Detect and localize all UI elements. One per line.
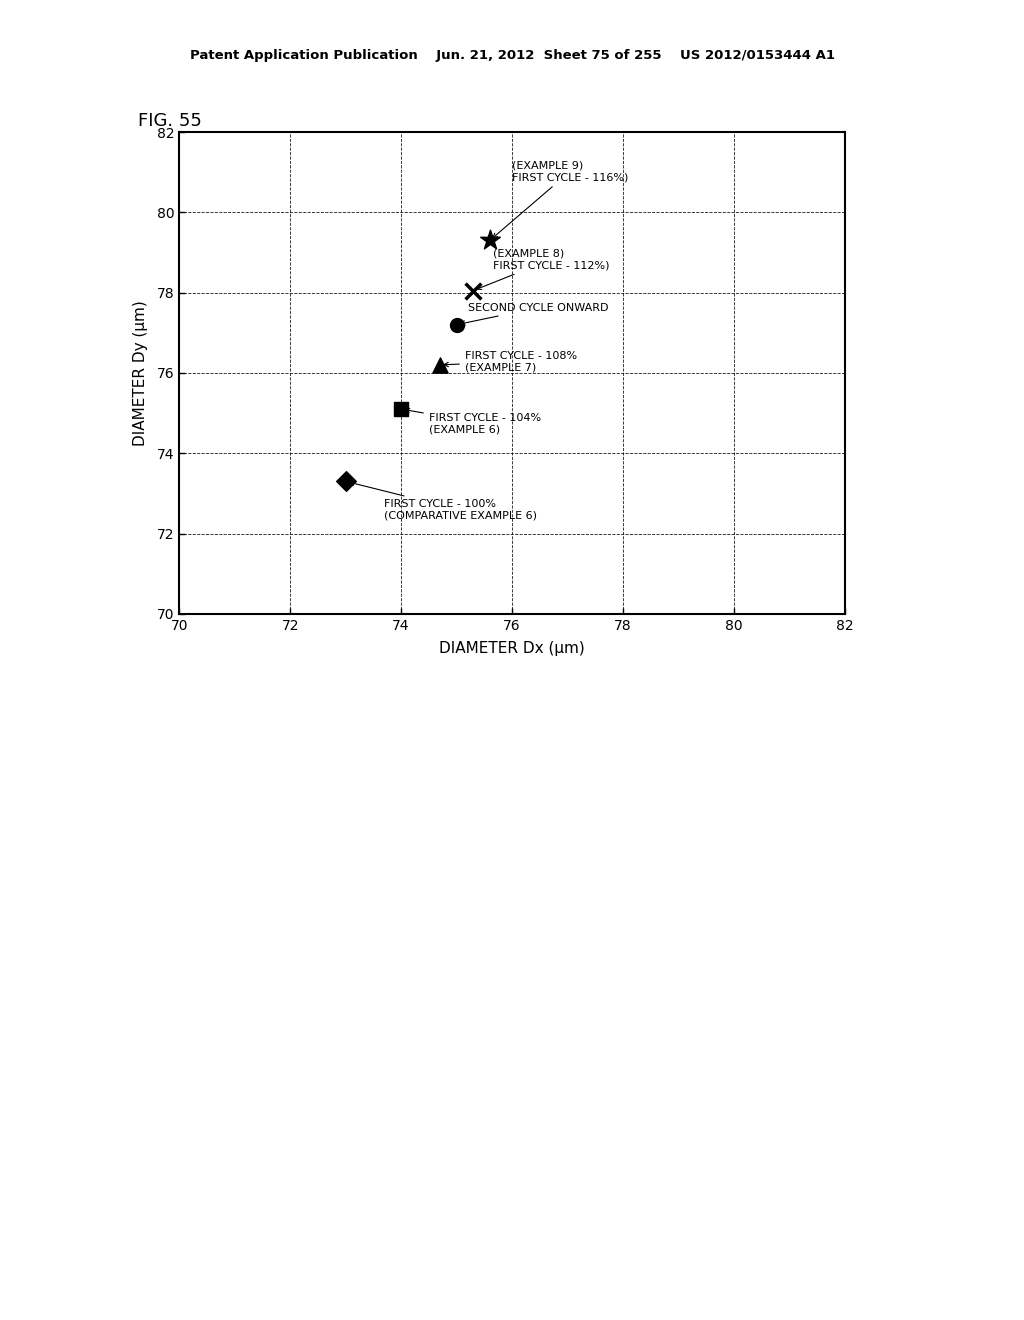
Y-axis label: DIAMETER Dy (μm): DIAMETER Dy (μm)	[133, 300, 148, 446]
Text: FIRST CYCLE - 104%
(EXAMPLE 6): FIRST CYCLE - 104% (EXAMPLE 6)	[406, 408, 541, 434]
Text: (EXAMPLE 8)
FIRST CYCLE - 112%): (EXAMPLE 8) FIRST CYCLE - 112%)	[477, 249, 609, 289]
Point	[393, 399, 410, 420]
Point	[481, 230, 498, 251]
Text: Patent Application Publication    Jun. 21, 2012  Sheet 75 of 255    US 2012/0153: Patent Application Publication Jun. 21, …	[189, 49, 835, 62]
Point	[337, 471, 353, 492]
Text: (EXAMPLE 9)
FIRST CYCLE - 116%): (EXAMPLE 9) FIRST CYCLE - 116%)	[493, 161, 629, 238]
Text: FIRST CYCLE - 100%
(COMPARATIVE EXAMPLE 6): FIRST CYCLE - 100% (COMPARATIVE EXAMPLE …	[349, 482, 538, 521]
X-axis label: DIAMETER Dx (μm): DIAMETER Dx (μm)	[439, 642, 585, 656]
Text: SECOND CYCLE ONWARD: SECOND CYCLE ONWARD	[461, 302, 608, 325]
Point	[432, 354, 449, 375]
Text: FIG. 55: FIG. 55	[138, 112, 202, 131]
Point	[449, 314, 465, 335]
Point	[465, 280, 481, 301]
Text: FIRST CYCLE - 108%
(EXAMPLE 7): FIRST CYCLE - 108% (EXAMPLE 7)	[444, 351, 577, 372]
